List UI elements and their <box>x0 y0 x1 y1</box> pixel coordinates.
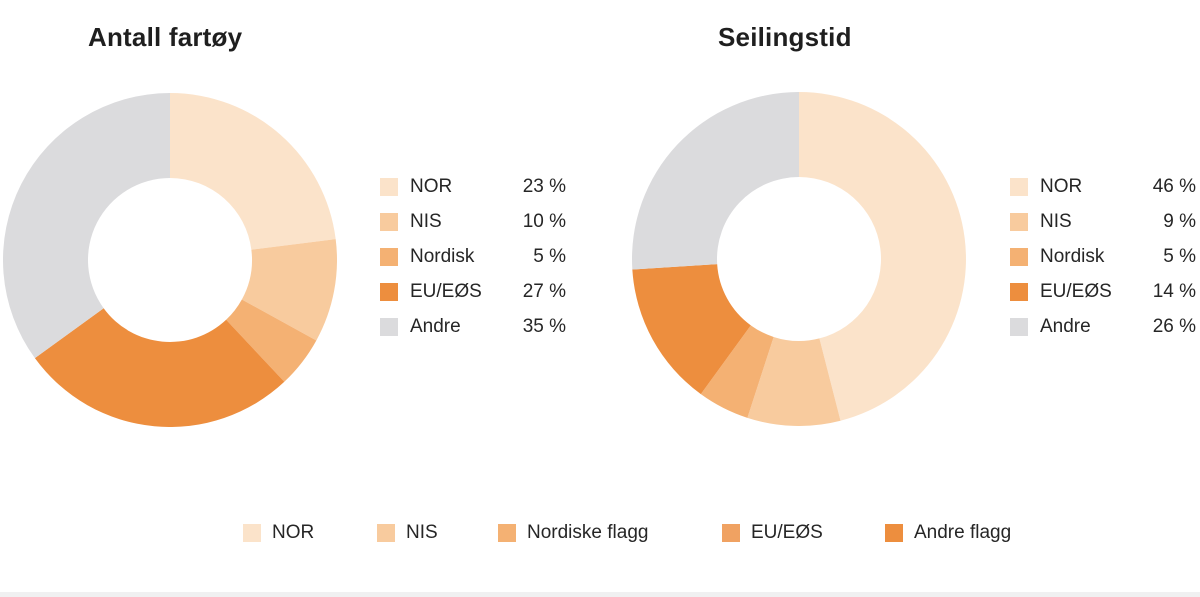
legend-row-eu-eos: EU/EØS 14 % <box>1010 274 1196 309</box>
legend-value: 10 % <box>522 210 566 232</box>
bottom-legend-swatch-nordiske-flagg <box>498 524 516 542</box>
donut-segment-eu-e-s <box>632 264 751 395</box>
bottom-legend-item-nor: NOR <box>243 522 314 544</box>
legend-row-nordisk: Nordisk 5 % <box>1010 239 1196 274</box>
legend-label: Nordisk <box>410 245 475 267</box>
bottom-legend-swatch-eu-eos <box>722 524 740 542</box>
bottom-legend-item-nordiske-flagg: Nordiske flagg <box>498 522 648 544</box>
legend-label: EU/EØS <box>1040 280 1112 302</box>
bottom-legend-label: EU/EØS <box>751 522 823 543</box>
legend-label: Andre <box>1040 315 1091 337</box>
donut-segment-nis <box>241 239 337 341</box>
donut-segment-andre <box>3 93 170 359</box>
legend-value: 26 % <box>1152 315 1196 337</box>
legend-row-nor: NOR 23 % <box>380 169 566 204</box>
legend-value: 35 % <box>522 315 566 337</box>
donut-segment-andre <box>632 92 799 270</box>
legend-label: NOR <box>1040 175 1083 197</box>
legend-swatch-eu-eos <box>380 282 398 301</box>
legend-seilingstid: NOR 46 % NIS 9 % Nordisk 5 % EU/EØS 14 %… <box>1010 169 1196 344</box>
legend-swatch-eu-eos <box>1010 282 1028 301</box>
bottom-legend-item-nis: NIS <box>377 522 438 544</box>
legend-swatch-andre <box>1010 317 1028 336</box>
bottom-legend-item-eu-eos: EU/EØS <box>722 522 823 544</box>
bottom-legend-swatch-nor <box>243 524 261 542</box>
legend-label: NIS <box>1040 210 1072 232</box>
legend-swatch-nor <box>1010 177 1028 196</box>
legend-label: NIS <box>410 210 442 232</box>
bottom-legend-item-andre-flagg: Andre flagg <box>885 522 1011 544</box>
legend-swatch-nis <box>1010 212 1028 231</box>
legend-row-nordisk: Nordisk 5 % <box>380 239 566 274</box>
legend-row-eu-eos: EU/EØS 27 % <box>380 274 566 309</box>
bottom-legend-swatch-nis <box>377 524 395 542</box>
legend-swatch-andre <box>380 317 398 336</box>
legend-label: NOR <box>410 175 453 197</box>
bottom-legend-label: Andre flagg <box>914 522 1012 543</box>
donut-segment-eu-e-s <box>34 308 285 427</box>
bottom-legend-swatch-andre-flagg <box>885 524 903 542</box>
bottom-legend-label: Nordiske flagg <box>527 522 649 543</box>
legend-label: EU/EØS <box>410 280 482 302</box>
legend-label: Nordisk <box>1040 245 1105 267</box>
legend-row-nis: NIS 10 % <box>380 204 566 239</box>
legend-swatch-nordisk <box>1010 247 1028 266</box>
legend-row-andre: Andre 26 % <box>1010 309 1196 344</box>
legend-swatch-nordisk <box>380 247 398 266</box>
legend-value: 5 % <box>1163 245 1196 267</box>
legend-row-andre: Andre 35 % <box>380 309 566 344</box>
chart-title-seilingstid: Seilingstid <box>718 22 852 52</box>
donut-segment-nor <box>170 93 336 250</box>
footer-divider-bar <box>0 592 1200 597</box>
donut-segment-nor <box>799 92 966 421</box>
legend-swatch-nor <box>380 177 398 196</box>
donut-segment-nordisk <box>226 299 317 382</box>
donut-chart-seilingstid <box>632 92 966 426</box>
bottom-legend: NOR NIS Nordiske flagg EU/EØS Andre flag… <box>0 522 1200 544</box>
legend-value: 9 % <box>1163 210 1196 232</box>
donut-segment-nis <box>747 336 841 426</box>
donut-segment-nordisk <box>700 325 774 418</box>
legend-value: 27 % <box>522 280 566 302</box>
bottom-legend-label: NIS <box>406 522 438 543</box>
legend-row-nis: NIS 9 % <box>1010 204 1196 239</box>
legend-row-nor: NOR 46 % <box>1010 169 1196 204</box>
legend-swatch-nis <box>380 212 398 231</box>
legend-value: 5 % <box>533 245 566 267</box>
bottom-legend-label: NOR <box>272 522 315 543</box>
donut-chart-antall-fartoy <box>3 93 337 427</box>
legend-value: 46 % <box>1152 175 1196 197</box>
legend-antall-fartoy: NOR 23 % NIS 10 % Nordisk 5 % EU/EØS 27 … <box>380 169 566 344</box>
legend-value: 14 % <box>1152 280 1196 302</box>
legend-label: Andre <box>410 315 461 337</box>
chart-title-antall-fartoy: Antall fartøy <box>88 22 243 52</box>
legend-value: 23 % <box>522 175 566 197</box>
